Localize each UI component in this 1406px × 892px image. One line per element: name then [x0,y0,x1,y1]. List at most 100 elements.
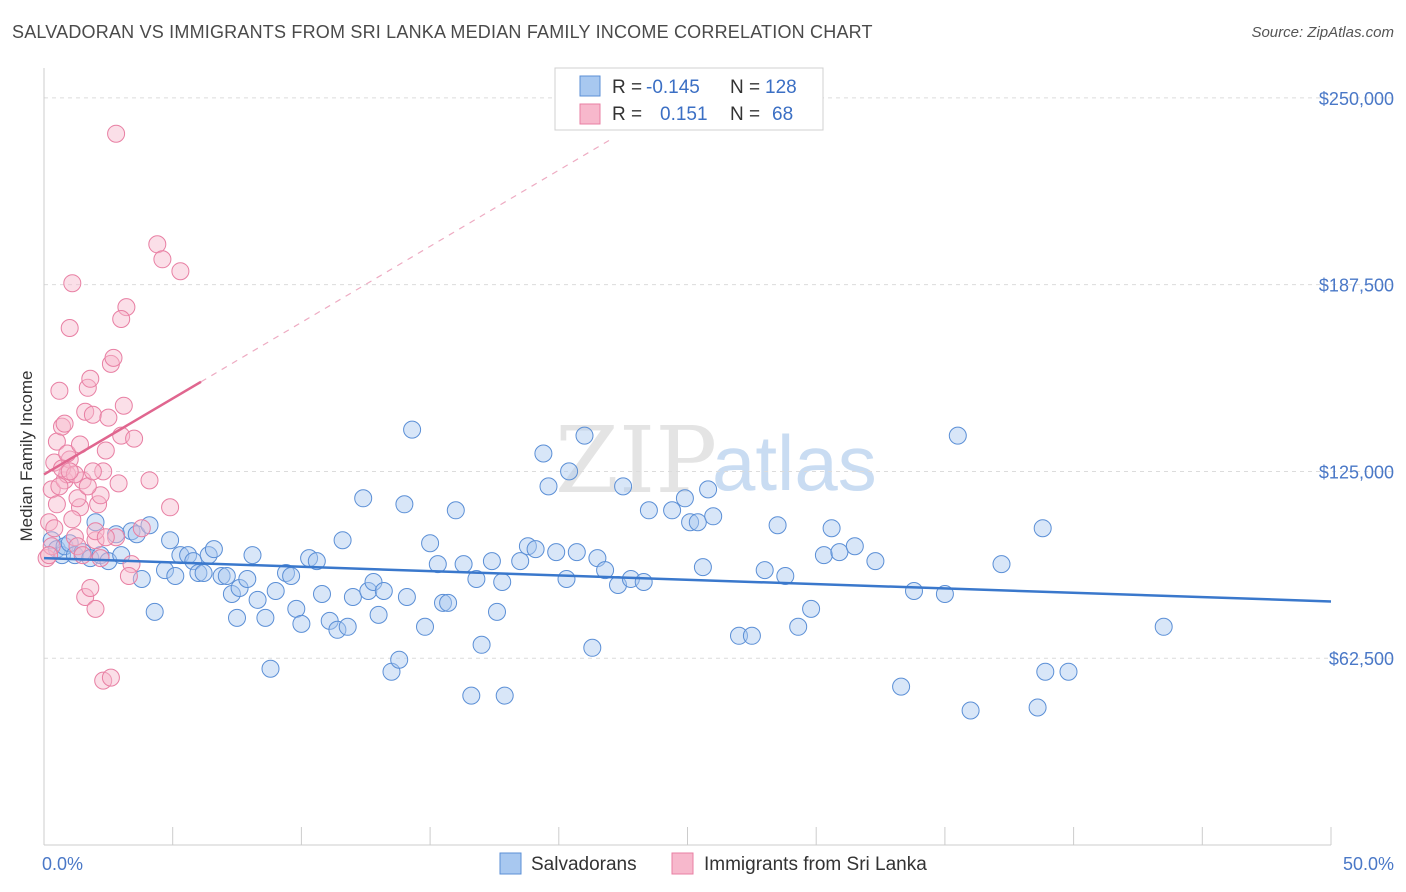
sri-lanka-point [47,495,66,514]
salvadoran-point [390,650,409,669]
watermark-atlas: atlas [712,419,877,507]
legend-n-value-1: 128 [765,77,797,98]
sri-lanka-point [94,462,113,481]
salvadoran-point [892,677,911,696]
salvadoran-point [261,659,280,678]
salvadoran-point [1033,519,1052,538]
sri-lanka-point [101,668,120,687]
sri-lanka-point [99,408,118,427]
salvadoran-point [614,477,633,496]
y-tick-label-2: $187,500 [1319,276,1394,296]
salvadoran-point [822,519,841,538]
salvadoran-point [539,477,558,496]
salvadoran-point [866,552,885,571]
bottom-legend-label-2: Immigrants from Sri Lanka [704,854,927,875]
salvadoran-point [557,570,576,588]
salvadoran-point [127,525,146,544]
salvadoran-point [488,602,506,621]
sri-lanka-point [65,465,84,484]
salvadoran-point [338,617,357,636]
salvadoran-point [534,444,553,463]
salvadoran-point [675,489,694,508]
sri-lanka-point [76,588,95,606]
salvadoran-point [343,588,362,606]
salvadoran-point [243,546,262,565]
salvadoran-point [282,567,301,585]
trend-extension-sri-lanka [200,139,611,383]
salvadoran-point [1036,662,1055,681]
watermark-zip: ZIP [555,407,717,514]
sri-lanka-point [86,599,105,618]
salvadoran-point [364,573,383,591]
salvadoran-point [434,593,452,612]
salvadoran-point [439,593,458,612]
salvadoran-point [194,564,213,582]
salvadoran-point [699,480,718,499]
salvadoran-point [493,573,512,591]
salvadoran-point [1154,617,1173,636]
salvadoran-point [55,537,74,556]
salvadoran-point [730,626,748,645]
chart-title: SALVADORAN VS IMMIGRANTS FROM SRI LANKA … [12,22,873,42]
salvadoran-point [446,501,465,520]
salvadoran-point [755,561,774,580]
sri-lanka-point [81,369,100,388]
salvadoran-point [166,567,185,585]
salvadoran-point [369,605,388,624]
watermark: ZIP atlas [555,407,877,514]
y-axis-title: Median Family Income [17,370,36,541]
salvadoran-point [596,561,615,580]
salvadoran-point [307,552,326,571]
legend-r-value-1: -0.145 [646,77,700,98]
sri-lanka-point [161,498,180,517]
legend-r-label-2: R = [612,104,642,125]
sri-lanka-point [107,528,126,547]
salvadoran-point [287,599,306,618]
x-ticks [43,827,1332,845]
correlation-legend: R = -0.145 N = 128 R = 0.151 N = 68 [554,67,824,131]
salvadoran-point [397,588,416,606]
salvadoran-point [467,570,486,588]
sri-lanka-point [83,462,102,481]
salvadoran-point [948,426,967,445]
salvadoran-point [905,582,923,600]
salvadoran-point [802,599,821,618]
salvadoran-point [462,686,481,705]
sri-lanka-point [96,441,115,460]
salvadoran-point [575,426,594,445]
salvadoran-point [204,540,223,559]
salvadoran-point [238,570,257,588]
bottom-legend-swatch-pink [671,852,694,875]
sri-lanka-point [107,124,126,143]
sri-lanka-point [96,528,115,547]
salvadoran-point [403,420,422,439]
sri-lanka-point [119,567,138,585]
sri-lanka-point [78,477,97,496]
series-sri-lanka [37,124,190,690]
salvadoran-point [328,620,347,639]
sri-lanka-point [91,486,110,505]
sri-lanka-point [45,519,64,538]
sri-lanka-point [109,474,128,493]
sri-lanka-point [50,477,69,496]
salvadoran-point [742,626,761,645]
legend-r-label-1: R = [612,77,642,98]
bottom-legend-label-1: Salvadorans [531,854,637,875]
legend-n-label-2: N = [730,104,760,125]
salvadoran-point [228,608,246,627]
bottom-legend-swatch-blue [499,852,522,875]
salvadoran-point [266,582,285,600]
salvadoran-point [230,579,249,597]
salvadoran-point [768,516,787,535]
sri-lanka-point [40,546,59,565]
salvadoran-point [359,582,378,600]
salvadoran-point [704,507,723,526]
sri-lanka-point [83,405,102,424]
salvadoran-point [374,582,393,600]
sri-lanka-point [112,310,131,328]
sri-lanka-point [81,579,100,597]
salvadoran-point [184,552,203,571]
y-tick-label-1: $125,000 [1319,462,1394,482]
source-label: Source: ZipAtlas.com [1251,24,1394,41]
